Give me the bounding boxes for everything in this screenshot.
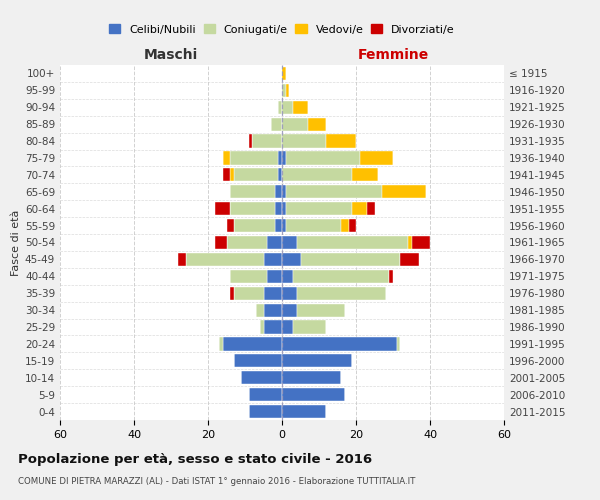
- Bar: [389, 270, 393, 283]
- Bar: [275, 202, 282, 215]
- Bar: [234, 286, 263, 300]
- Bar: [282, 338, 397, 350]
- Text: Maschi: Maschi: [144, 48, 198, 62]
- Bar: [234, 354, 282, 368]
- Bar: [282, 202, 286, 215]
- Bar: [400, 253, 419, 266]
- Bar: [286, 185, 382, 198]
- Bar: [230, 185, 275, 198]
- Bar: [297, 304, 345, 316]
- Bar: [271, 118, 282, 131]
- Bar: [227, 219, 234, 232]
- Bar: [234, 219, 275, 232]
- Bar: [286, 152, 360, 164]
- Bar: [360, 152, 393, 164]
- Text: Popolazione per età, sesso e stato civile - 2016: Popolazione per età, sesso e stato civil…: [18, 452, 372, 466]
- Bar: [215, 236, 227, 249]
- Bar: [282, 286, 297, 300]
- Bar: [282, 388, 345, 401]
- Bar: [282, 320, 293, 334]
- Bar: [308, 118, 326, 131]
- Bar: [227, 236, 267, 249]
- Bar: [215, 202, 230, 215]
- Bar: [263, 253, 282, 266]
- Bar: [234, 168, 278, 181]
- Bar: [178, 253, 186, 266]
- Bar: [219, 338, 223, 350]
- Bar: [282, 152, 286, 164]
- Bar: [282, 236, 297, 249]
- Bar: [282, 253, 301, 266]
- Bar: [260, 320, 263, 334]
- Bar: [241, 371, 282, 384]
- Bar: [263, 320, 282, 334]
- Bar: [352, 168, 378, 181]
- Bar: [249, 405, 282, 418]
- Bar: [223, 168, 230, 181]
- Bar: [282, 168, 352, 181]
- Bar: [278, 152, 282, 164]
- Bar: [326, 134, 356, 147]
- Bar: [278, 168, 282, 181]
- Bar: [249, 388, 282, 401]
- Bar: [301, 253, 400, 266]
- Bar: [282, 270, 293, 283]
- Bar: [256, 304, 263, 316]
- Bar: [278, 100, 282, 114]
- Bar: [223, 152, 230, 164]
- Bar: [297, 236, 408, 249]
- Bar: [186, 253, 263, 266]
- Bar: [223, 338, 282, 350]
- Bar: [282, 118, 308, 131]
- Bar: [349, 219, 356, 232]
- Bar: [282, 304, 297, 316]
- Bar: [282, 67, 286, 80]
- Y-axis label: Fasce di età: Fasce di età: [11, 210, 21, 276]
- Bar: [282, 219, 286, 232]
- Bar: [249, 134, 253, 147]
- Bar: [267, 270, 282, 283]
- Bar: [267, 236, 282, 249]
- Bar: [412, 236, 430, 249]
- Bar: [282, 185, 286, 198]
- Bar: [408, 236, 412, 249]
- Legend: Celibi/Nubili, Coniugati/e, Vedovi/e, Divorziati/e: Celibi/Nubili, Coniugati/e, Vedovi/e, Di…: [106, 21, 458, 38]
- Bar: [275, 219, 282, 232]
- Bar: [275, 185, 282, 198]
- Bar: [367, 202, 374, 215]
- Bar: [352, 202, 367, 215]
- Bar: [293, 320, 326, 334]
- Bar: [341, 219, 349, 232]
- Bar: [397, 338, 400, 350]
- Bar: [282, 371, 341, 384]
- Bar: [293, 100, 308, 114]
- Bar: [230, 286, 234, 300]
- Bar: [263, 304, 282, 316]
- Bar: [230, 152, 278, 164]
- Bar: [286, 202, 352, 215]
- Bar: [263, 286, 282, 300]
- Bar: [282, 134, 326, 147]
- Bar: [293, 270, 389, 283]
- Text: COMUNE DI PIETRA MARAZZI (AL) - Dati ISTAT 1° gennaio 2016 - Elaborazione TUTTIT: COMUNE DI PIETRA MARAZZI (AL) - Dati IST…: [18, 478, 415, 486]
- Bar: [382, 185, 426, 198]
- Bar: [282, 405, 326, 418]
- Bar: [230, 270, 267, 283]
- Bar: [253, 134, 282, 147]
- Bar: [286, 219, 341, 232]
- Bar: [230, 168, 234, 181]
- Bar: [297, 286, 386, 300]
- Bar: [282, 84, 286, 97]
- Bar: [286, 84, 289, 97]
- Bar: [230, 202, 275, 215]
- Text: Femmine: Femmine: [358, 48, 428, 62]
- Bar: [282, 354, 352, 368]
- Bar: [282, 100, 293, 114]
